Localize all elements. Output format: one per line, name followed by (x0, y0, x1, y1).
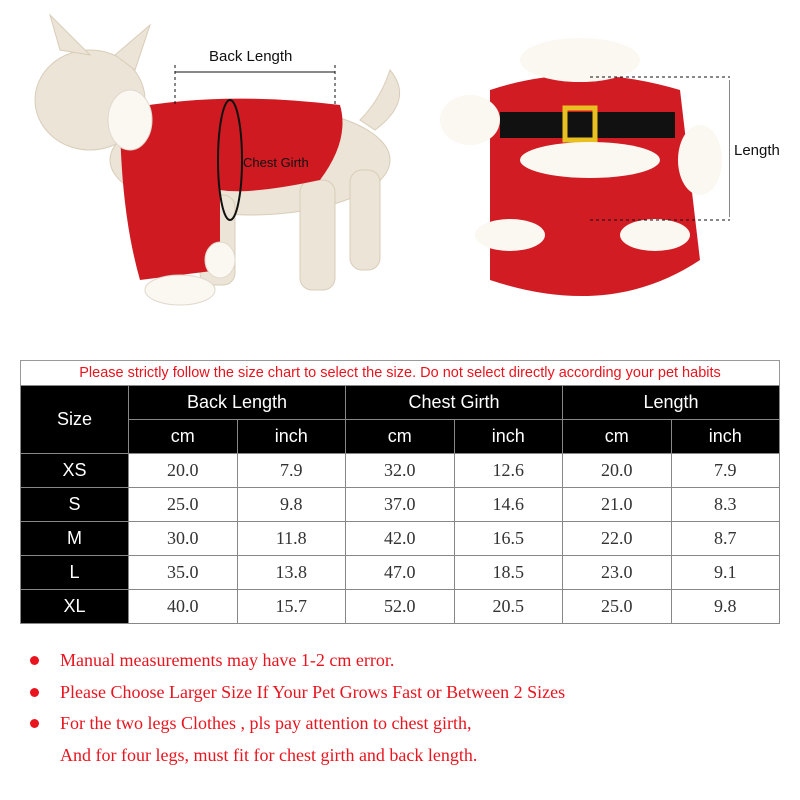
note-text: For the two legs Clothes , pls pay atten… (60, 713, 472, 734)
length-label: Length (734, 142, 780, 159)
unit-header: cm (128, 419, 238, 454)
value-cell: 16.5 (453, 521, 563, 556)
value-cell: 7.9 (670, 453, 780, 488)
back-length-header: Back Length (128, 385, 346, 420)
unit-header: inch (453, 419, 563, 454)
bullet-icon (30, 687, 39, 697)
value-cell: 15.7 (236, 589, 346, 624)
value-cell: 30.0 (128, 521, 238, 556)
table-row: M 30.0 11.8 42.0 16.5 22.0 8.7 (20, 521, 780, 556)
notes-list: Manual measurements may have 1-2 cm erro… (30, 645, 565, 771)
value-cell: 42.0 (345, 521, 455, 556)
note-item: For the two legs Clothes , pls pay atten… (30, 708, 565, 740)
size-cell: M (20, 521, 129, 556)
value-cell: 14.6 (453, 487, 563, 522)
note-item: Manual measurements may have 1-2 cm erro… (30, 645, 565, 677)
value-cell: 22.0 (562, 521, 672, 556)
dog-mannequin-image (34, 13, 400, 306)
note-item: Please Choose Larger Size If Your Pet Gr… (30, 677, 565, 709)
note-text: And for four legs, must fit for chest gi… (60, 744, 478, 765)
size-notice: Please strictly follow the size chart to… (20, 360, 780, 385)
size-chart-table: Size Back Length Chest Girth Length cm i… (20, 385, 780, 624)
size-cell: S (20, 487, 129, 522)
value-cell: 21.0 (562, 487, 672, 522)
value-cell: 35.0 (128, 555, 238, 590)
size-cell: XL (20, 589, 129, 624)
value-cell: 12.6 (453, 453, 563, 488)
note-text: Please Choose Larger Size If Your Pet Gr… (60, 681, 566, 702)
value-cell: 20.0 (128, 453, 238, 488)
value-cell: 9.1 (670, 555, 780, 590)
unit-header: cm (345, 419, 455, 454)
value-cell: 20.0 (562, 453, 672, 488)
chest-girth-header: Chest Girth (345, 385, 563, 420)
table-row: XS 20.0 7.9 32.0 12.6 20.0 7.9 (20, 453, 780, 488)
group-header-row: Size Back Length Chest Girth Length (20, 385, 780, 454)
value-cell: 37.0 (345, 487, 455, 522)
back-length-label: Back Length (209, 48, 293, 65)
size-cell: XS (20, 453, 129, 488)
size-cell: L (20, 555, 129, 590)
value-cell: 25.0 (128, 487, 238, 522)
size-header: Size (20, 385, 129, 454)
value-cell: 11.8 (236, 521, 346, 556)
length-header: Length (562, 385, 780, 420)
value-cell: 8.3 (670, 487, 780, 522)
value-cell: 9.8 (236, 487, 346, 522)
unit-header: inch (670, 419, 780, 454)
value-cell: 23.0 (562, 555, 672, 590)
table-row: L 35.0 13.8 47.0 18.5 23.0 9.1 (20, 555, 780, 590)
unit-header: inch (236, 419, 346, 454)
value-cell: 8.7 (670, 521, 780, 556)
table-row: XL 40.0 15.7 52.0 20.5 25.0 9.8 (20, 589, 780, 624)
table-row: S 25.0 9.8 37.0 14.6 21.0 8.3 (20, 487, 780, 522)
chest-girth-label: Chest Girth (243, 155, 309, 170)
santa-costume-image (440, 38, 730, 296)
value-cell: 52.0 (345, 589, 455, 624)
value-cell: 9.8 (670, 589, 780, 624)
value-cell: 18.5 (453, 555, 563, 590)
unit-header: cm (562, 419, 672, 454)
value-cell: 32.0 (345, 453, 455, 488)
unit-header-row: cm inch cm inch cm inch (21, 419, 780, 454)
value-cell: 13.8 (236, 555, 346, 590)
note-item: And for four legs, must fit for chest gi… (30, 740, 565, 772)
value-cell: 40.0 (128, 589, 238, 624)
value-cell: 20.5 (453, 589, 563, 624)
note-text: Manual measurements may have 1-2 cm erro… (60, 650, 395, 671)
value-cell: 7.9 (236, 453, 346, 488)
value-cell: 25.0 (562, 589, 672, 624)
bullet-icon (30, 656, 39, 666)
value-cell: 47.0 (345, 555, 455, 590)
bullet-icon (30, 719, 39, 729)
